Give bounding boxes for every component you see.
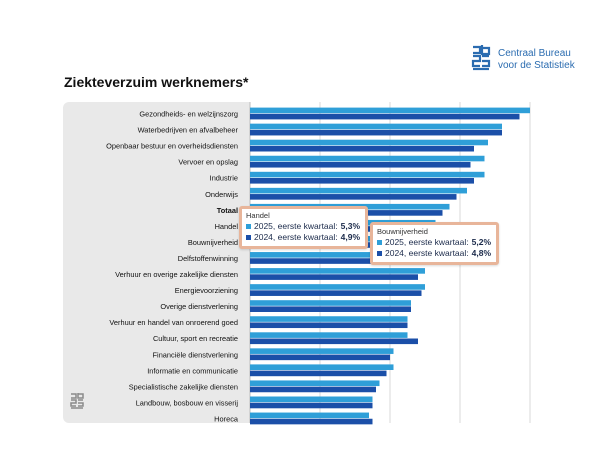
chart-title: Ziekteverzuim werknemers* — [64, 74, 249, 90]
bar — [250, 322, 408, 329]
bar — [250, 332, 408, 338]
category-label: Delfstoffenwinning — [178, 254, 238, 263]
bar — [250, 300, 411, 306]
bar — [250, 252, 429, 258]
bar — [250, 171, 485, 178]
bar — [250, 187, 467, 194]
bar — [250, 306, 411, 312]
swatch-2024-icon — [246, 235, 251, 240]
bar — [250, 194, 457, 200]
bar — [250, 284, 425, 290]
category-label: Specialistische zakelijke diensten — [129, 382, 238, 391]
bar — [250, 268, 425, 274]
cbs-watermark-icon — [70, 393, 84, 409]
category-label: Horeca — [214, 414, 239, 423]
bar — [250, 348, 394, 354]
cbs-logo: Centraal Bureau voor de Statistiek — [470, 44, 575, 74]
tooltip-label: 2025, eerste kwartaal: — [254, 221, 338, 231]
bar — [250, 258, 411, 264]
category-label: Onderwijs — [205, 190, 238, 199]
category-label: Waterbedrijven en afvalbeheer — [138, 126, 239, 135]
tooltip-row-2024: 2024, eerste kwartaal: 4,8% — [377, 248, 491, 259]
tooltip-title: Handel — [246, 211, 270, 220]
category-label-panel — [63, 102, 250, 423]
category-label: Handel — [215, 222, 239, 231]
bar — [250, 316, 408, 322]
category-label: Gezondheids- en welzijnszorg — [139, 110, 238, 119]
category-label: Industrie — [210, 174, 238, 183]
tooltip-row-2025: 2025, eerste kwartaal: 5,2% — [377, 237, 491, 248]
bar — [250, 123, 502, 130]
tooltip-label: 2024, eerste kwartaal: — [385, 248, 469, 258]
category-label: Cultuur, sport en recreatie — [153, 334, 238, 343]
bar — [250, 290, 422, 296]
bar — [250, 418, 373, 425]
tooltip-value: 4,9% — [340, 232, 361, 242]
bar — [250, 274, 418, 280]
bar — [250, 107, 530, 114]
bar — [250, 380, 380, 387]
category-label: Overige dienstverlening — [160, 302, 238, 311]
tooltip-label: 2025, eerste kwartaal: — [385, 237, 469, 247]
bar — [250, 396, 373, 403]
bar — [250, 155, 485, 162]
tooltip-bouwnijverheid: Bouwnijverheid 2025, eerste kwartaal: 5,… — [370, 222, 500, 265]
bar — [250, 370, 387, 377]
category-label: Landbouw, bosbouw en visserij — [136, 398, 239, 407]
logo-line-2: voor de Statistiek — [498, 60, 575, 71]
tooltip-row-2025: 2025, eerste kwartaal: 5,3% — [246, 221, 360, 232]
category-label: Energievoorziening — [175, 286, 238, 295]
tooltip-label: 2024, eerste kwartaal: — [254, 232, 338, 242]
swatch-2025-icon — [377, 240, 382, 245]
swatch-2025-icon — [246, 224, 251, 229]
bar — [250, 113, 520, 120]
cbs-logo-icon — [471, 45, 491, 71]
bar — [250, 386, 376, 393]
swatch-2024-icon — [377, 251, 382, 256]
tooltip-row-2024: 2024, eerste kwartaal: 4,9% — [246, 232, 360, 243]
tooltip-handel: Handel 2025, eerste kwartaal: 5,3% 2024,… — [239, 206, 369, 249]
logo-line-1: Centraal Bureau — [498, 48, 571, 59]
bar — [250, 178, 474, 184]
tooltip-value: 4,8% — [471, 248, 492, 258]
bar — [250, 412, 369, 419]
category-label: Financiële dienstverlening — [153, 350, 238, 359]
bar — [250, 129, 502, 136]
category-label: Bouwnijverheid — [188, 238, 238, 247]
bar — [250, 161, 471, 168]
bar — [250, 402, 373, 409]
bar — [250, 139, 488, 146]
bar — [250, 364, 394, 370]
category-label: Openbaar bestuur en overheidsdiensten — [106, 142, 238, 151]
tooltip-value: 5,3% — [340, 221, 361, 231]
category-label: Verhuur en overige zakelijke diensten — [115, 270, 238, 279]
category-label: Informatie en communicatie — [147, 366, 238, 375]
bar — [250, 354, 390, 361]
tooltip-value: 5,2% — [471, 237, 492, 247]
tooltip-title: Bouwnijverheid — [377, 227, 428, 236]
category-label: Totaal — [217, 206, 238, 215]
category-label: Verhuur en handel van onroerend goed — [109, 318, 238, 327]
bar — [250, 338, 418, 345]
bar — [250, 145, 474, 152]
category-label: Vervoer en opslag — [178, 158, 238, 167]
